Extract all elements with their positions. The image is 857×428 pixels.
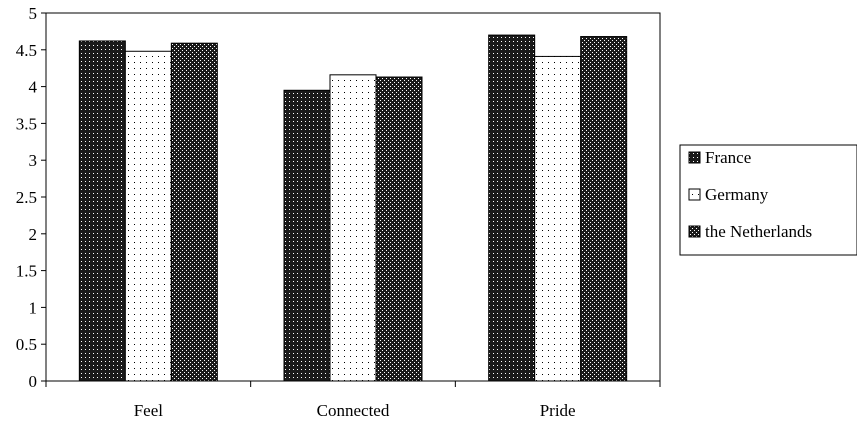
legend-swatch xyxy=(688,188,701,201)
y-tick-label: 4 xyxy=(29,78,38,97)
bars-group xyxy=(78,34,628,382)
bar-france-pride xyxy=(488,34,536,382)
y-tick-label: 4.5 xyxy=(16,41,37,60)
x-axis: Feel Connected Pride xyxy=(45,381,661,420)
y-tick-label: 2.5 xyxy=(16,188,37,207)
legend-label: France xyxy=(705,148,751,167)
x-tick-label: Pride xyxy=(540,401,576,420)
x-tick-label: Feel xyxy=(134,401,164,420)
y-tick-label: 0 xyxy=(29,372,38,391)
legend-swatch xyxy=(688,225,701,238)
y-axis: 0 0.5 1 1.5 2 2.5 3 3.5 4 4.5 5 xyxy=(16,4,46,391)
bar-france-connected xyxy=(283,89,331,382)
legend-label: the Netherlands xyxy=(705,222,812,241)
y-tick-label: 3 xyxy=(29,151,38,170)
bar-germany-connected xyxy=(329,74,377,382)
legend-box xyxy=(679,144,857,256)
legend-label: Germany xyxy=(705,185,769,204)
y-tick-label: 1.5 xyxy=(16,262,37,281)
bar-the-netherlands-feel xyxy=(170,42,218,382)
bar-the-netherlands-pride xyxy=(580,36,628,382)
legend-swatch xyxy=(688,151,701,164)
y-tick-label: 0.5 xyxy=(16,335,37,354)
bar-germany-pride xyxy=(534,55,582,382)
legend: France Germany the Netherlands xyxy=(679,144,857,256)
bar-the-netherlands-connected xyxy=(375,76,423,382)
y-tick-label: 1 xyxy=(29,298,38,317)
bar-france-feel xyxy=(78,40,126,382)
y-tick-label: 2 xyxy=(29,225,38,244)
bar-germany-feel xyxy=(124,50,172,382)
x-tick-label: Connected xyxy=(317,401,390,420)
y-tick-label: 5 xyxy=(29,4,38,23)
y-tick-label: 3.5 xyxy=(16,114,37,133)
